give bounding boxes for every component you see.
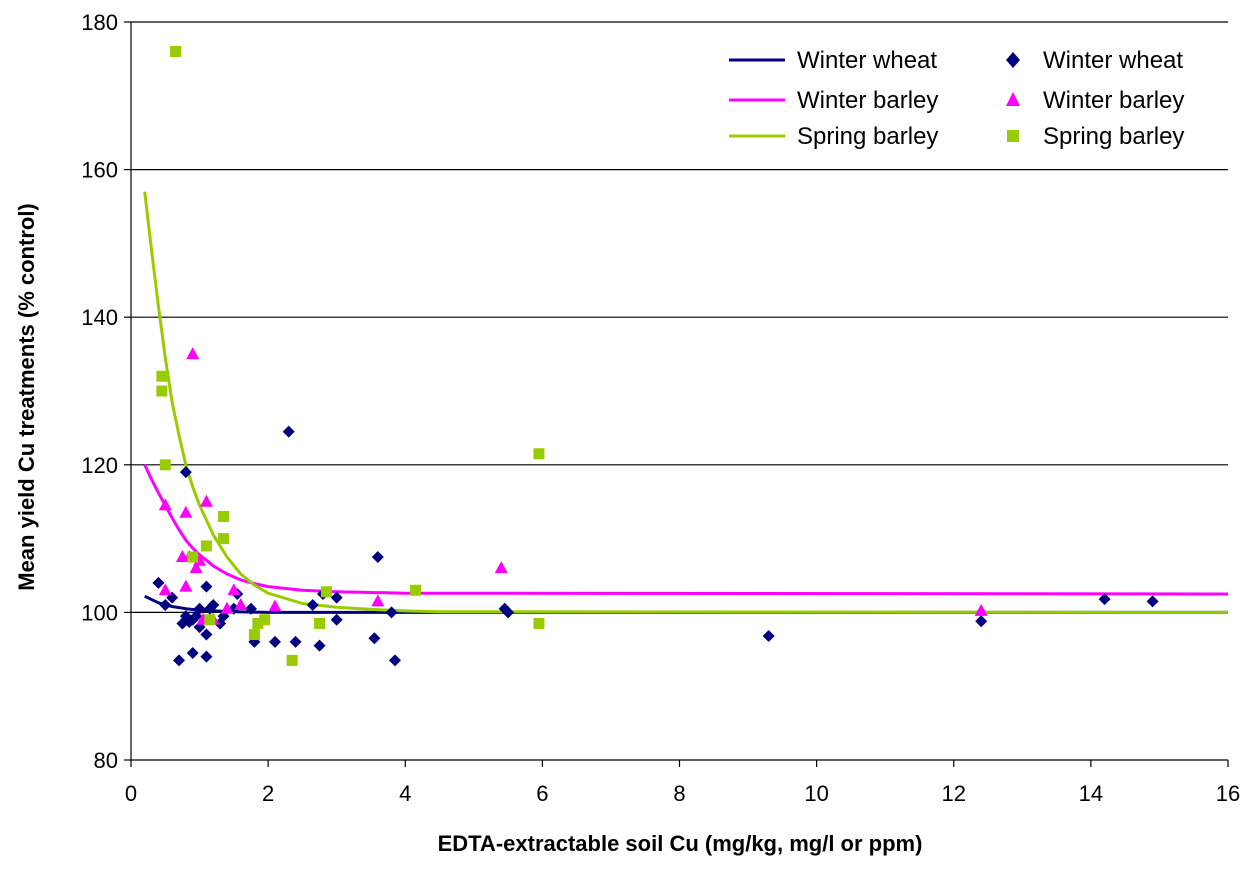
x-tick-labels: 0 2 4 6 8 10 12 14 16 [125,781,1240,806]
legend-label: Spring barley [1043,123,1184,150]
point-winter-barley [234,598,248,611]
point-winter-wheat [200,628,213,641]
legend-label: Winter barley [1043,87,1184,114]
legend: Winter wheat Winter barley Spring barley… [729,47,1184,150]
point-winter-barley [158,583,172,596]
point-spring-barley [218,533,230,545]
point-winter-barley [186,347,200,360]
point-winter-barley [179,505,193,518]
point-winter-wheat [282,425,295,438]
x-axis-title: EDTA-extractable soil Cu (mg/kg, mg/l or… [438,831,923,856]
point-spring-barley [170,46,182,58]
point-winter-wheat [200,580,213,593]
legend-label: Winter wheat [1043,47,1183,74]
legend-triangle-marker [1006,92,1020,106]
point-winter-wheat [368,632,381,645]
x-tick-label: 4 [399,781,411,806]
point-winter-wheat [306,599,319,612]
y-tick-labels: 80 100 120 140 160 180 [81,10,118,773]
point-winter-wheat [388,654,401,667]
point-winter-wheat [313,639,326,652]
point-winter-barley [227,583,241,596]
point-winter-barley [268,599,282,612]
y-tick-label: 180 [81,10,118,35]
point-winter-wheat [186,646,199,659]
x-tick-label: 6 [536,781,548,806]
point-winter-barley [220,601,234,614]
point-spring-barley [533,617,545,629]
y-tick-label: 140 [81,305,118,330]
data-points [152,46,1159,667]
point-spring-barley [314,617,326,629]
x-tick-label: 0 [125,781,137,806]
point-spring-barley [156,385,168,397]
y-tick-label: 160 [81,158,118,183]
point-winter-wheat [179,466,192,479]
point-spring-barley [218,510,230,522]
point-winter-barley [179,579,193,592]
legend-label: Winter barley [797,87,938,114]
point-winter-barley [494,561,508,574]
point-winter-wheat [975,615,988,628]
point-winter-wheat [371,551,384,564]
x-tick-label: 12 [942,781,966,806]
point-winter-barley [371,594,385,607]
point-spring-barley [200,540,212,552]
curve-spring-barley [143,191,1229,614]
point-winter-wheat [244,602,257,615]
point-spring-barley [187,551,199,563]
point-winter-barley [158,498,172,511]
point-spring-barley [533,448,545,460]
y-axis-title: Mean yield Cu treatments (% control) [14,203,39,591]
point-winter-wheat [762,630,775,643]
point-winter-barley [199,494,213,507]
point-winter-barley [189,561,203,574]
point-winter-wheat [289,635,302,648]
point-spring-barley [410,584,422,596]
point-winter-barley [974,603,988,616]
point-winter-wheat [330,591,343,604]
point-winter-wheat [207,599,220,612]
point-winter-wheat [385,606,398,619]
point-spring-barley [159,459,171,471]
point-winter-wheat [502,606,515,619]
point-winter-wheat [330,613,343,626]
legend-diamond-marker [1006,52,1020,68]
point-winter-wheat [152,576,165,589]
x-tick-label: 10 [804,781,828,806]
point-winter-barley [193,553,207,566]
point-spring-barley [204,614,216,626]
point-spring-barley [259,614,271,626]
legend-label: Spring barley [797,123,938,150]
point-winter-wheat [268,635,281,648]
x-tick-label: 8 [673,781,685,806]
point-spring-barley [320,586,332,598]
x-tick-label: 2 [262,781,274,806]
point-winter-wheat [1098,593,1111,606]
y-tick-label: 100 [81,600,118,625]
point-winter-wheat [1146,595,1159,608]
point-winter-wheat [200,650,213,663]
y-tick-label: 80 [94,748,118,773]
point-spring-barley [252,617,264,629]
point-winter-wheat [193,602,206,615]
legend-square-marker [1007,130,1019,142]
axes [124,21,1229,767]
legend-label: Winter wheat [797,47,937,74]
point-spring-barley [286,654,298,666]
point-winter-wheat [172,654,185,667]
x-tick-label: 14 [1079,781,1103,806]
point-spring-barley [156,370,168,382]
point-spring-barley [248,629,260,641]
y-tick-label: 120 [81,453,118,478]
x-tick-label: 16 [1216,781,1240,806]
point-winter-wheat [159,599,172,612]
